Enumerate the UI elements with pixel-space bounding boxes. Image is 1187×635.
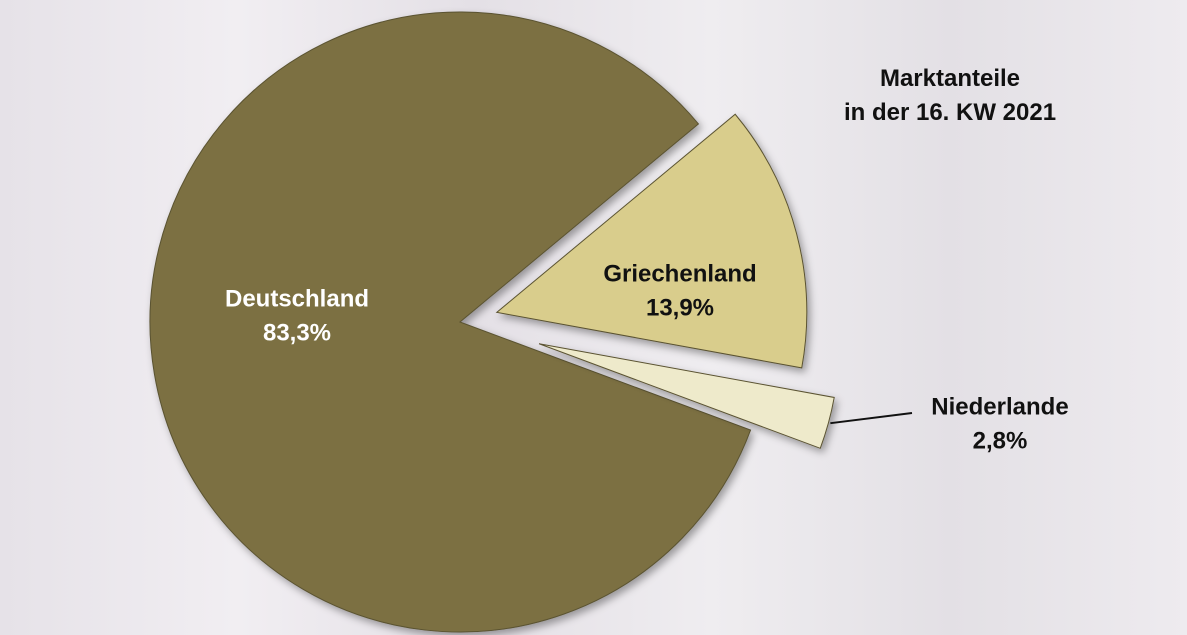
leader-line <box>830 413 912 423</box>
value-label: 2,8% <box>973 427 1028 454</box>
value-label: 83,3% <box>263 319 331 346</box>
slice-label: Deutschland <box>225 285 369 312</box>
slice-label: Niederlande <box>931 393 1068 420</box>
chart-title: Marktanteile in der 16. KW 2021 <box>790 62 1110 130</box>
chart: Deutschland 83,3% Griechenland 13,9% Niederl… <box>0 0 1187 635</box>
value-label: 13,9% <box>646 294 714 321</box>
slice-label: Griechenland <box>603 260 756 287</box>
